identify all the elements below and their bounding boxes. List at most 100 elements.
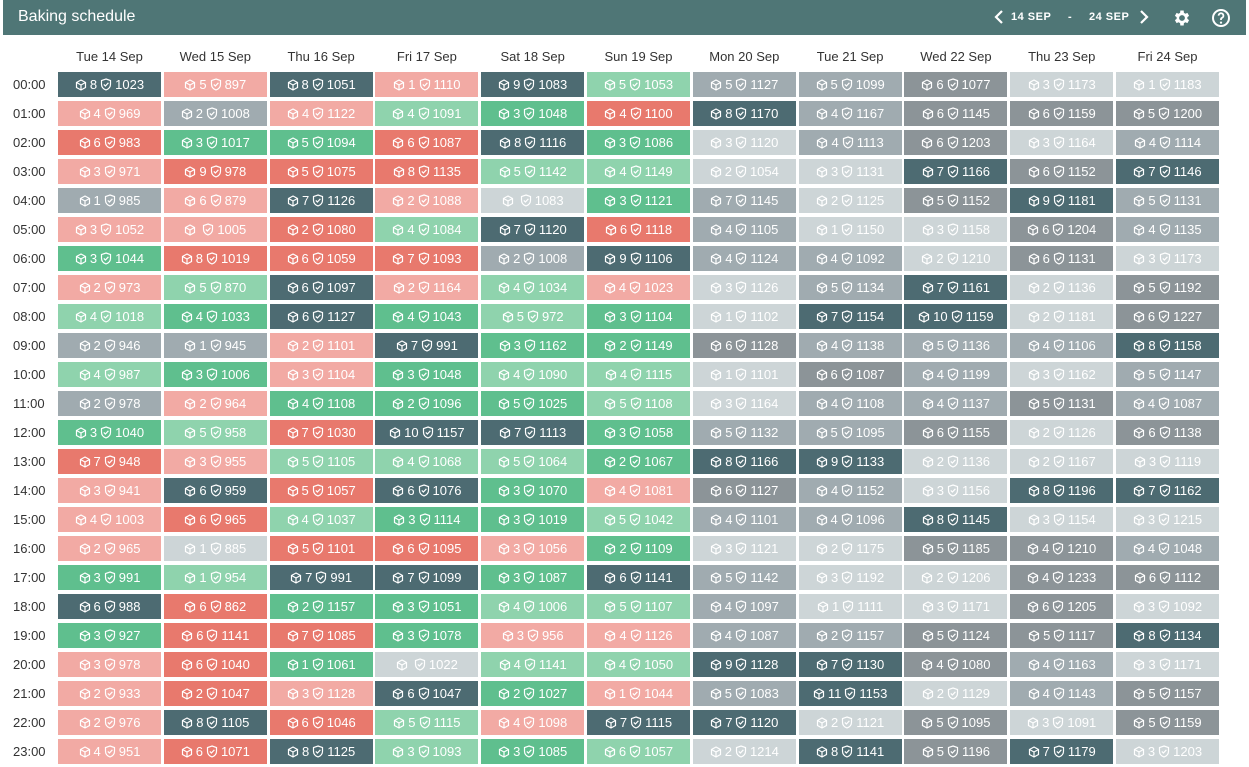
schedule-cell[interactable]: 6 1141	[587, 565, 690, 590]
schedule-cell[interactable]: 9 978	[163, 159, 267, 184]
schedule-cell[interactable]: 4 1114	[1116, 130, 1219, 155]
schedule-cell[interactable]: 6 1097	[269, 275, 373, 300]
schedule-cell[interactable]: 2 1206	[904, 565, 1008, 590]
schedule-cell[interactable]: 7 948	[58, 449, 161, 474]
schedule-cell[interactable]: 7 1146	[1116, 159, 1219, 184]
schedule-cell[interactable]: 1 1101	[692, 362, 796, 387]
schedule-cell[interactable]: 3 1056	[481, 536, 585, 561]
schedule-cell[interactable]: 6 1127	[269, 304, 373, 329]
schedule-cell[interactable]: 7 1113	[481, 420, 585, 445]
schedule-cell[interactable]: 6 1059	[269, 246, 373, 271]
schedule-cell[interactable]: 6 1155	[904, 420, 1008, 445]
schedule-cell[interactable]: 3 1203	[1116, 739, 1219, 764]
schedule-cell[interactable]: 5 1127	[692, 72, 796, 97]
schedule-cell[interactable]: 1 945	[163, 333, 267, 358]
schedule-cell[interactable]: 6 1071	[163, 739, 267, 764]
schedule-cell[interactable]: 4 1087	[692, 623, 796, 648]
schedule-cell[interactable]: 4 1084	[375, 217, 479, 242]
schedule-cell[interactable]: 4 1122	[269, 101, 373, 126]
schedule-cell[interactable]: 2 1096	[375, 391, 479, 416]
schedule-cell[interactable]: 5 1057	[269, 478, 373, 503]
schedule-cell[interactable]: 2 1175	[798, 536, 902, 561]
schedule-cell[interactable]: 3 1058	[587, 420, 690, 445]
schedule-cell[interactable]: 5 1136	[904, 333, 1008, 358]
schedule-cell[interactable]: 6 1205	[1010, 594, 1114, 619]
schedule-cell[interactable]: 8 1196	[1010, 478, 1114, 503]
schedule-cell[interactable]: 5 958	[163, 420, 267, 445]
schedule-cell[interactable]: 2 1136	[904, 449, 1008, 474]
schedule-cell[interactable]: 2 1125	[798, 188, 902, 213]
schedule-cell[interactable]: 7 1166	[904, 159, 1008, 184]
schedule-cell[interactable]: 5 1159	[1116, 710, 1219, 735]
schedule-cell[interactable]: 2 1210	[904, 246, 1008, 271]
schedule-cell[interactable]: 9 1106	[587, 246, 690, 271]
schedule-cell[interactable]: 1 954	[163, 565, 267, 590]
schedule-cell[interactable]: 4 1115	[587, 362, 690, 387]
schedule-cell[interactable]: 8 1019	[163, 246, 267, 271]
schedule-cell[interactable]: 2 1067	[587, 449, 690, 474]
schedule-cell[interactable]: 10 1159	[904, 304, 1008, 329]
schedule-cell[interactable]: 3 1171	[904, 594, 1008, 619]
schedule-cell[interactable]: 4 1124	[692, 246, 796, 271]
schedule-cell[interactable]: 6 1145	[904, 101, 1008, 126]
schedule-cell[interactable]: 8 1166	[692, 449, 796, 474]
schedule-cell[interactable]: 2 976	[58, 710, 161, 735]
schedule-cell[interactable]: 1 885	[163, 536, 267, 561]
schedule-cell[interactable]: 5 1152	[904, 188, 1008, 213]
schedule-cell[interactable]: 4 1163	[1010, 652, 1114, 677]
schedule-cell[interactable]: 2 1129	[904, 681, 1008, 706]
schedule-cell[interactable]: 8 1105	[163, 710, 267, 735]
schedule-cell[interactable]: 7 1085	[269, 623, 373, 648]
schedule-cell[interactable]: 5 1025	[481, 391, 585, 416]
schedule-cell[interactable]: 6 1047	[375, 681, 479, 706]
schedule-cell[interactable]: 2 1164	[375, 275, 479, 300]
schedule-cell[interactable]: 7 1120	[481, 217, 585, 242]
schedule-cell[interactable]: 8 1023	[58, 72, 161, 97]
chevron-right-icon[interactable]	[1135, 6, 1153, 28]
schedule-cell[interactable]: 4 1068	[375, 449, 479, 474]
schedule-cell[interactable]: 3 1158	[904, 217, 1008, 242]
schedule-cell[interactable]: 5 1053	[587, 72, 690, 97]
schedule-cell[interactable]: 5 1083	[692, 681, 796, 706]
schedule-cell[interactable]: 4 1167	[798, 101, 902, 126]
schedule-cell[interactable]: 7 1030	[269, 420, 373, 445]
schedule-cell[interactable]: 6 1131	[1010, 246, 1114, 271]
schedule-cell[interactable]: 4 951	[58, 739, 161, 764]
schedule-cell[interactable]: 9 1083	[481, 72, 585, 97]
schedule-cell[interactable]: 3 1164	[1010, 130, 1114, 155]
schedule-cell[interactable]: 4 1037	[269, 507, 373, 532]
schedule-cell[interactable]: 3 1092	[1116, 594, 1219, 619]
schedule-cell[interactable]: 3 1091	[1010, 710, 1114, 735]
schedule-cell[interactable]: 6 1118	[587, 217, 690, 242]
schedule-cell[interactable]: 4 1043	[375, 304, 479, 329]
schedule-cell[interactable]: 1 1150	[798, 217, 902, 242]
schedule-cell[interactable]: 7 1154	[798, 304, 902, 329]
schedule-cell[interactable]: 3 1128	[269, 681, 373, 706]
schedule-cell[interactable]: 1 1061	[269, 652, 373, 677]
schedule-cell[interactable]: 5 1192	[1116, 275, 1219, 300]
schedule-cell[interactable]: 5 1142	[692, 565, 796, 590]
schedule-cell[interactable]: 3 1171	[1116, 652, 1219, 677]
schedule-cell[interactable]: 4 1100	[587, 101, 690, 126]
schedule-cell[interactable]: 7 991	[269, 565, 373, 590]
schedule-cell[interactable]: 3 1006	[163, 362, 267, 387]
schedule-cell[interactable]: 4 1006	[481, 594, 585, 619]
schedule-cell[interactable]: 5 1075	[269, 159, 373, 184]
schedule-cell[interactable]: 6 1152	[1010, 159, 1114, 184]
schedule-cell[interactable]: 5 1095	[904, 710, 1008, 735]
schedule-cell[interactable]: 6 1203	[904, 130, 1008, 155]
schedule-cell[interactable]: 6 983	[58, 130, 161, 155]
schedule-cell[interactable]: 5 1131	[1116, 188, 1219, 213]
schedule-cell[interactable]: 5 1105	[269, 449, 373, 474]
schedule-cell[interactable]: 11 1153	[798, 681, 902, 706]
schedule-cell[interactable]: 3 1040	[58, 420, 161, 445]
schedule-cell[interactable]: 4 1108	[269, 391, 373, 416]
schedule-cell[interactable]: 6 1087	[798, 362, 902, 387]
schedule-cell[interactable]: 4 1050	[587, 652, 690, 677]
schedule-cell[interactable]: 3 1114	[375, 507, 479, 532]
schedule-cell[interactable]: 3 941	[58, 478, 161, 503]
schedule-cell[interactable]: 4 1138	[798, 333, 902, 358]
schedule-cell[interactable]: 2 978	[58, 391, 161, 416]
schedule-cell[interactable]: 8 1134	[1116, 623, 1219, 648]
schedule-cell[interactable]: 3 1192	[798, 565, 902, 590]
